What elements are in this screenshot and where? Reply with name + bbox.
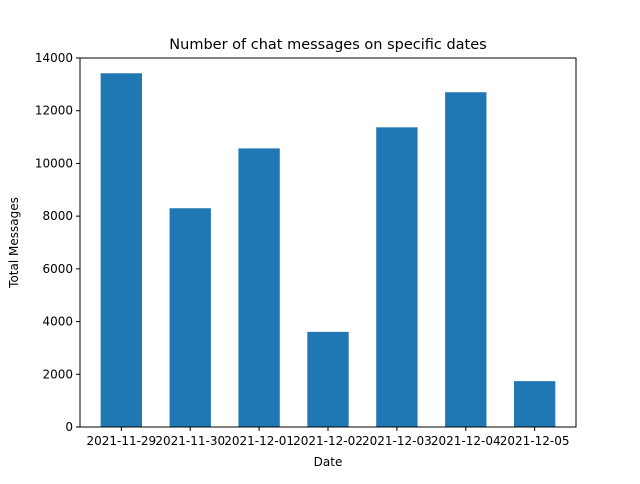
y-tick-label: 10000 xyxy=(35,156,73,170)
x-tick-label: 2021-12-01 xyxy=(224,434,294,448)
bars-group xyxy=(100,73,556,428)
chart-title: Number of chat messages on specific date… xyxy=(169,37,486,53)
x-tick-label: 2021-12-02 xyxy=(293,434,363,448)
y-tick-label: 14000 xyxy=(35,51,73,65)
y-tick-label: 2000 xyxy=(42,367,73,381)
y-tick-label: 0 xyxy=(65,420,73,434)
x-tick-label: 2021-12-04 xyxy=(431,434,501,448)
x-tick-label: 2021-11-29 xyxy=(86,434,156,448)
y-tick-label: 4000 xyxy=(42,315,73,329)
y-tick-label: 8000 xyxy=(42,209,73,223)
bar-2021-11-30 xyxy=(169,208,211,427)
x-tick-label: 2021-12-03 xyxy=(362,434,432,448)
bar-2021-11-29 xyxy=(100,73,142,427)
y-axis: 0 2000 4000 6000 8000 10000 12000 14000 xyxy=(35,51,80,434)
y-tick-label: 12000 xyxy=(35,104,73,118)
x-axis: 2021-11-29 2021-11-30 2021-12-01 2021-12-02… xyxy=(86,427,570,448)
bar-2021-12-02 xyxy=(307,331,349,427)
bar-2021-12-05 xyxy=(514,381,556,427)
bar-2021-12-01 xyxy=(238,148,280,427)
y-axis-label: Total Messages xyxy=(7,197,21,289)
plot-area-frame xyxy=(79,57,577,428)
x-tick-label: 2021-12-05 xyxy=(500,434,570,448)
bar-2021-12-03 xyxy=(376,127,418,428)
y-tick-label: 6000 xyxy=(42,262,73,276)
x-tick-label: 2021-11-30 xyxy=(155,434,225,448)
x-axis-label: Date xyxy=(314,455,343,469)
bar-2021-12-04 xyxy=(445,92,487,427)
